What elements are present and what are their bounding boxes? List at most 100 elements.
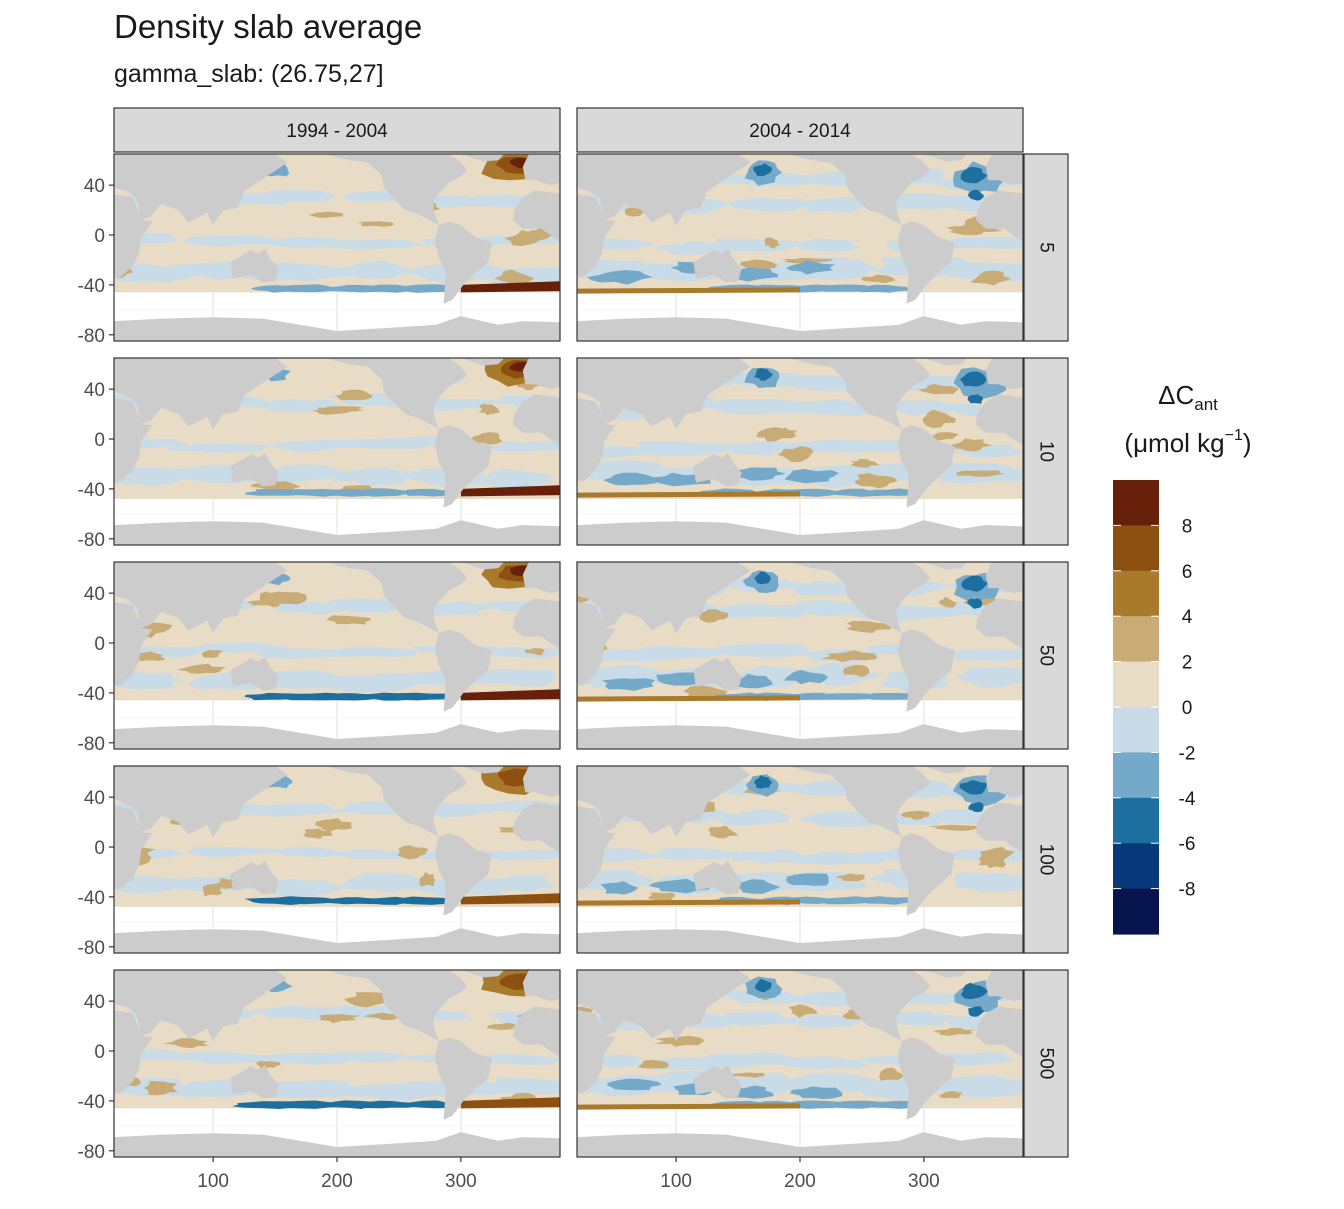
anomaly-region	[786, 260, 835, 275]
anomaly-region	[261, 846, 348, 858]
land-mass	[787, 358, 931, 430]
anomaly-region	[753, 163, 772, 177]
antarctica	[114, 724, 560, 749]
anomaly-region	[484, 440, 560, 452]
y-tick-label: 0	[94, 838, 105, 859]
land-mass	[985, 358, 1023, 390]
land-mass	[985, 154, 1023, 186]
anomaly-region	[789, 1086, 843, 1100]
anomaly-region	[960, 166, 988, 184]
chart-title: Density slab average	[114, 8, 423, 45]
anomaly-region	[952, 872, 1023, 893]
anomaly-region	[846, 621, 892, 633]
anomaly-region	[601, 678, 656, 691]
anomaly-region	[484, 1077, 560, 1094]
land-mass	[985, 562, 1023, 594]
anomaly-region	[279, 897, 333, 905]
y-tick-label: -80	[78, 938, 105, 959]
y-tick-label: 40	[84, 992, 105, 1013]
anomaly-region	[186, 846, 271, 858]
y-tick-label: -80	[78, 734, 105, 755]
y-tick-label: -40	[78, 480, 105, 501]
map-panel	[576, 561, 1024, 750]
facet-strip-top	[576, 107, 1024, 153]
anomaly-region	[900, 810, 931, 820]
y-tick-label: 40	[84, 788, 105, 809]
legend-swatch	[1113, 797, 1159, 844]
land-mass	[923, 562, 968, 570]
land-mass	[324, 562, 468, 634]
legend-swatch	[1113, 843, 1159, 890]
land-mass	[577, 805, 616, 890]
anomaly-region	[933, 1027, 976, 1036]
land-mass	[512, 190, 560, 242]
y-tick-label: -80	[78, 326, 105, 347]
anomaly-region	[970, 270, 1012, 286]
x-tick-label: 100	[197, 1171, 229, 1192]
anomaly-region	[710, 643, 809, 658]
anomaly-region	[813, 693, 877, 700]
land-mass	[114, 601, 153, 686]
facet-label-column: 1994 - 2004	[286, 121, 388, 142]
antarctica	[577, 520, 1023, 545]
land-mass	[114, 397, 153, 482]
anomaly-region	[957, 666, 1023, 688]
anomaly-region	[788, 1004, 818, 1018]
legend-label: -4	[1179, 789, 1196, 810]
anomaly-region	[854, 473, 898, 489]
land-mass	[324, 154, 468, 226]
anomaly-region	[606, 1078, 662, 1091]
anomaly-region	[754, 571, 771, 585]
map-panel	[113, 765, 561, 954]
anomaly-region	[170, 1052, 277, 1064]
anomaly-region	[460, 1097, 560, 1109]
facet-strip-right	[1023, 153, 1069, 342]
x-tick-label: 200	[784, 1171, 816, 1192]
anomaly-region	[359, 1100, 417, 1109]
land-mass	[434, 221, 492, 304]
y-tick-label: 0	[94, 430, 105, 451]
anomaly-region	[978, 855, 1006, 869]
anomaly-region	[861, 274, 896, 284]
land-mass	[897, 1037, 955, 1120]
y-tick-label: -80	[78, 1142, 105, 1163]
land-mass	[434, 833, 492, 916]
anomaly-region	[729, 849, 814, 864]
anomaly-region	[754, 368, 773, 381]
legend-swatch	[1113, 616, 1159, 663]
land-mass	[577, 193, 616, 278]
land-mass	[522, 562, 560, 594]
anomaly-region	[397, 488, 458, 497]
land-mass	[512, 394, 560, 446]
land-mass	[522, 766, 560, 798]
anomaly-region	[939, 1090, 963, 1099]
anomaly-region	[256, 1061, 281, 1069]
land-mass	[522, 970, 560, 1002]
y-tick-label: -40	[78, 276, 105, 297]
map-panel	[576, 765, 1024, 954]
facet-strip-right	[1023, 765, 1069, 954]
land-mass	[460, 562, 505, 570]
legend-label: -2	[1179, 743, 1196, 764]
panel-border	[576, 561, 1024, 750]
land-mass	[512, 598, 560, 650]
anomaly-region	[654, 1035, 704, 1047]
anomaly-region	[968, 189, 984, 201]
anomaly-region	[850, 458, 880, 468]
facet-label-row: 50	[1036, 645, 1057, 666]
anomaly-region	[928, 824, 984, 831]
panel-border	[576, 153, 1024, 342]
anomaly-region	[166, 442, 276, 453]
legend-swatch	[1113, 480, 1159, 526]
anomaly-region	[352, 488, 407, 497]
anomaly-region	[967, 1006, 985, 1017]
legend-label: -6	[1179, 834, 1196, 855]
land-mass	[577, 601, 616, 686]
anomaly-region	[755, 979, 772, 993]
y-tick-label: 40	[84, 584, 105, 605]
land-mass	[787, 766, 931, 838]
anomaly-region	[861, 693, 918, 700]
anomaly-region	[777, 446, 814, 462]
y-tick-label: 0	[94, 634, 105, 655]
antarctica	[114, 316, 560, 341]
